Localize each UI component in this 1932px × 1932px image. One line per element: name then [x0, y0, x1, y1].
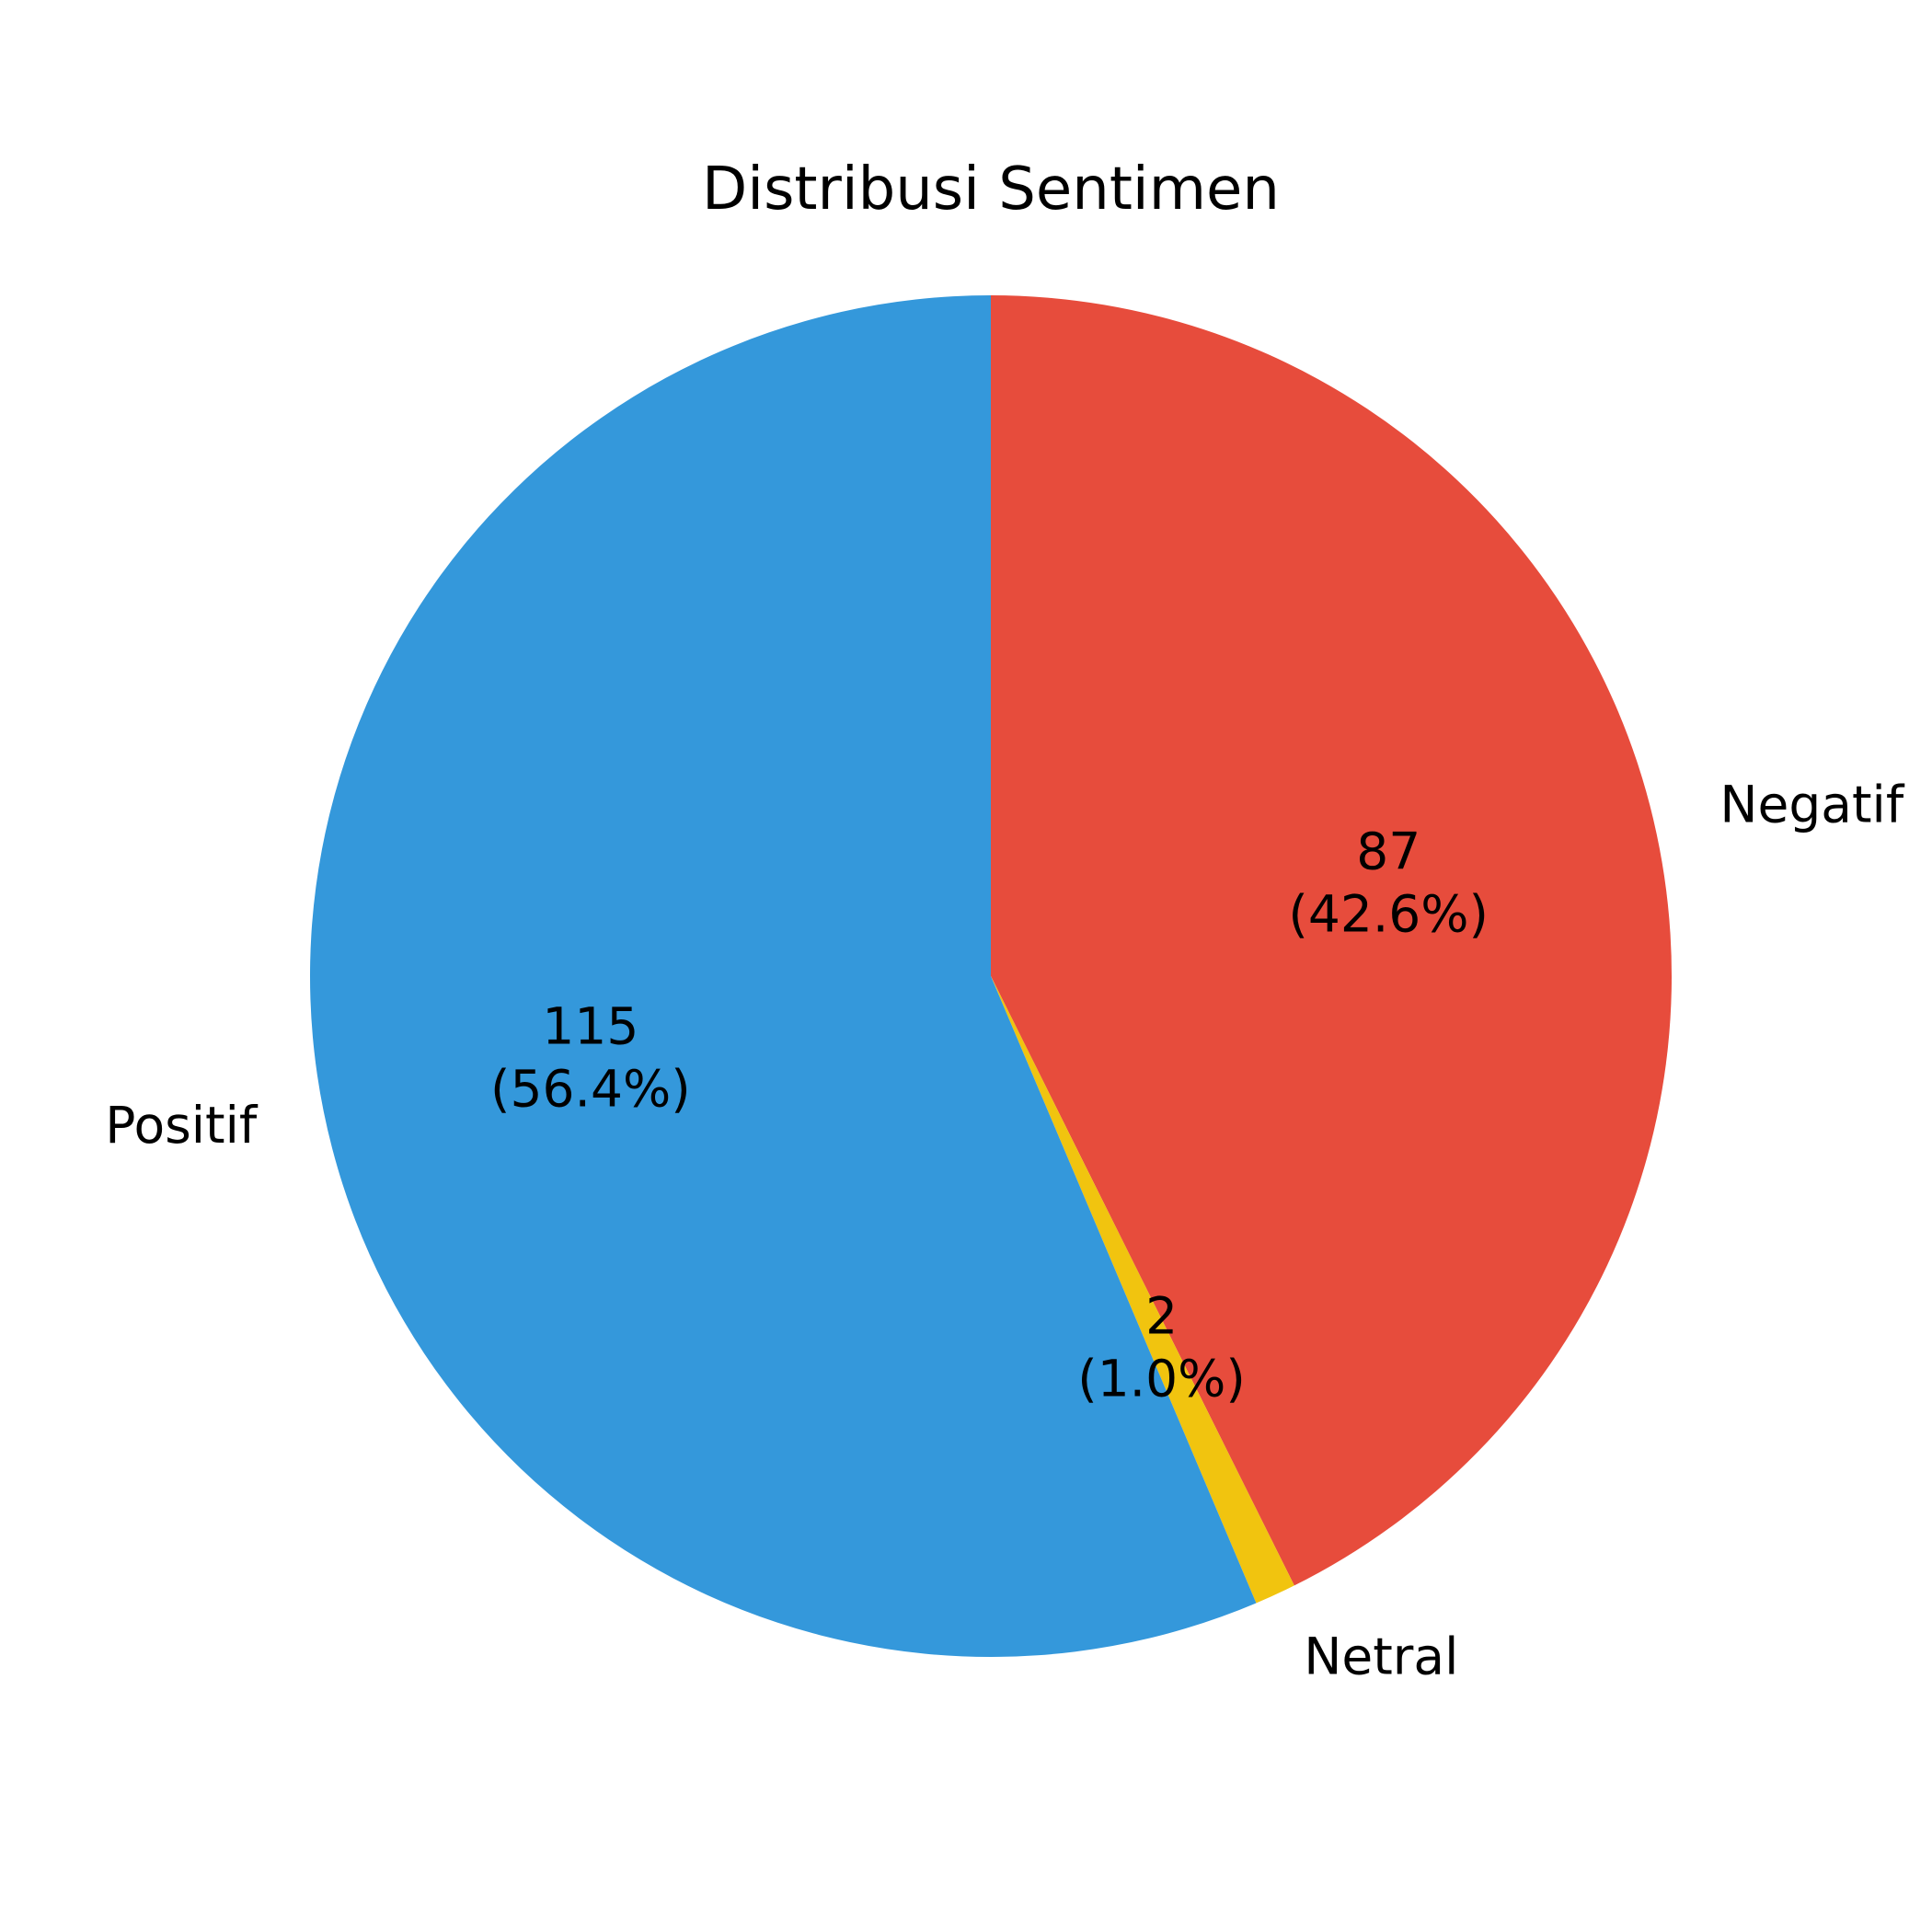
slice-label-positif: Positif [105, 1096, 259, 1155]
pie-slice-netral [991, 976, 1294, 1604]
slice-percent-netral: (1.0%) [1077, 1349, 1246, 1408]
slice-percent-negatif: (42.6%) [1288, 884, 1489, 943]
slice-value-negatif: 87 [1356, 822, 1420, 880]
chart-title: Distribusi Sentimen [702, 155, 1280, 224]
slice-value-netral: 2 [1145, 1286, 1178, 1345]
slice-value-positif: 115 [542, 996, 638, 1055]
pie-slices [310, 295, 1672, 1657]
slice-label-netral: Netral [1304, 1627, 1458, 1685]
slice-label-negatif: Negatif [1719, 776, 1904, 834]
pie-slice-negatif [991, 295, 1672, 1586]
pie-labels: Negatif 87(42.6%) Netral 2(1.0%) Positif 115(… [105, 776, 1905, 1686]
pie-slice-positif [310, 295, 1257, 1657]
slice-percent-positif: (56.4%) [490, 1059, 691, 1118]
